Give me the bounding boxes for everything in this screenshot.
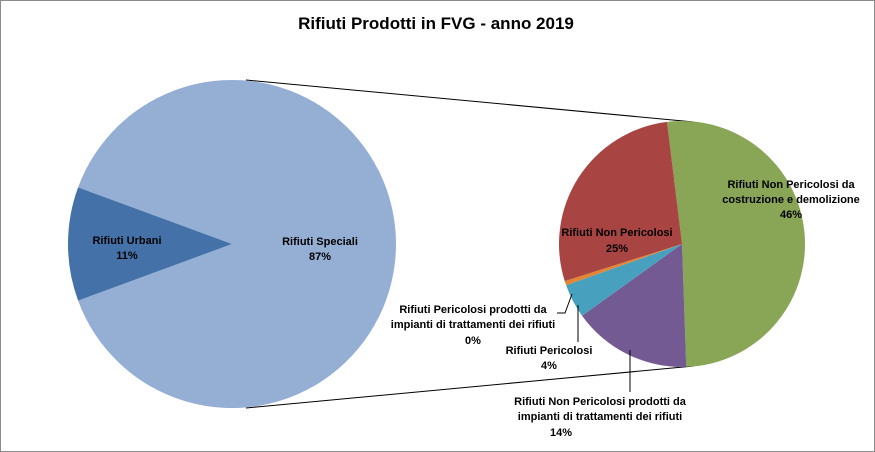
connector-line-bottom [245, 365, 695, 409]
label-pericolosi: Rifiuti Pericolosi [506, 345, 593, 357]
label-non-pericolosi: Rifiuti Non Pericolosi [561, 227, 672, 239]
label-non-pericolosi-trattamento-line2: impianti di trattamenti dei rifiuti [518, 411, 682, 423]
label-costruzione-demolizione-line1: Rifiuti Non Pericolosi da [727, 179, 855, 191]
pct-non-pericolosi-trattamento: 14% [550, 427, 572, 439]
pie-slice-rifiuti-urbani[interactable] [67, 187, 232, 301]
secondary-pie [558, 121, 806, 368]
pct-pericolosi-trattamento: 0% [465, 335, 481, 347]
main-pie [67, 80, 396, 409]
pct-rifiuti-speciali: 87% [309, 251, 331, 263]
label-costruzione-demolizione-line2: costruzione e demolizione [722, 194, 860, 206]
label-rifiuti-speciali: Rifiuti Speciali [282, 236, 358, 248]
label-non-pericolosi-trattamento-line1: Rifiuti Non Pericolosi prodotti da [514, 396, 687, 408]
chart-title: Rifiuti Prodotti in FVG - anno 2019 [298, 14, 574, 33]
pct-costruzione-demolizione: 46% [780, 209, 802, 221]
pie-slice-non-pericolosi-trattamento[interactable] [582, 244, 687, 368]
pie-slice-pericolosi[interactable] [566, 244, 682, 316]
pct-non-pericolosi: 25% [606, 243, 628, 255]
pie-slice-pericolosi-trattamento[interactable] [564, 244, 682, 286]
pie-slice-rifiuti-speciali[interactable] [78, 80, 396, 409]
pie-slice-non-pericolosi[interactable] [558, 121, 682, 282]
connector-line-top [245, 79, 695, 123]
leader-line-pericolosi-trattamento [557, 293, 573, 314]
label-pericolosi-trattamento-line1: Rifiuti Pericolosi prodotti da [399, 304, 547, 316]
pie-slice-costruzione-demolizione[interactable] [667, 121, 806, 367]
label-rifiuti-urbani: Rifiuti Urbani [92, 235, 161, 247]
label-pericolosi-trattamento-line2: impianti di trattamenti dei rifiuti [391, 319, 555, 331]
pct-rifiuti-urbani: 11% [116, 250, 138, 262]
pct-pericolosi: 4% [541, 360, 557, 372]
